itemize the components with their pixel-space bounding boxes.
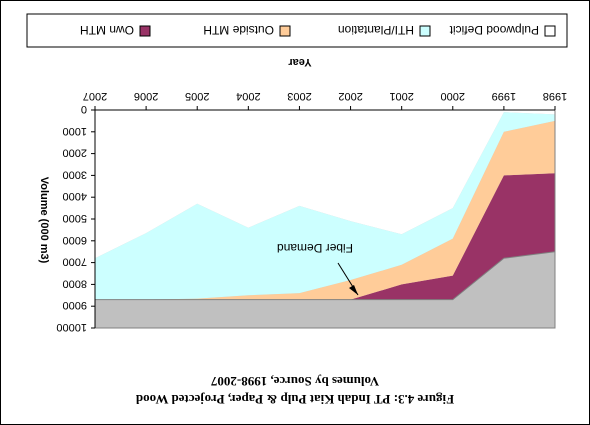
area-outside-mth: [95, 120, 555, 300]
annotation-arrowhead: [349, 285, 358, 295]
legend-label-outside-mth: Outside MTH: [203, 23, 274, 37]
x-tick-label: 2002: [338, 90, 362, 102]
area-hti-plantation: [95, 112, 555, 300]
legend-label-own-mth: Own MTH: [80, 23, 134, 37]
caption-line2: Volumes by Source, 1998-2007: [210, 374, 379, 389]
area-pulpwood-deficit: [95, 110, 555, 259]
x-axis-title: Year: [288, 56, 312, 68]
annotation-label: Fiber Demand: [277, 241, 353, 255]
x-tick-label: 1999: [492, 90, 516, 102]
x-tick-label: 2004: [236, 90, 260, 102]
x-tick-label: 2003: [287, 90, 311, 102]
legend-box: [26, 13, 568, 48]
y-axis-title: Volume (000 m3): [38, 177, 50, 264]
y-tick-label: 9000: [63, 299, 87, 311]
legend-swatch-outside-mth: [279, 25, 291, 37]
x-tick-label: 2006: [134, 90, 158, 102]
y-tick-label: 7000: [63, 256, 87, 268]
y-tick-label: 3000: [63, 168, 87, 180]
y-tick-label: 0: [81, 103, 87, 115]
legend-swatch-hti-plantation: [419, 25, 431, 37]
legend-swatch-own-mth: [139, 25, 151, 37]
x-tick-label: 2005: [185, 90, 209, 102]
y-tick-label: 2000: [63, 147, 87, 159]
caption-line1: Figure 4.3: PT Indah Kiat Pulp & Paper, …: [135, 392, 454, 407]
y-tick-label: 1000: [63, 125, 87, 137]
x-tick-label: 2007: [83, 90, 107, 102]
y-tick-label: 6000: [63, 234, 87, 246]
fiber-demand-line: [95, 251, 556, 301]
area-own-mth: [95, 173, 555, 300]
legend-label-hti-plantation: HTI/Plantation: [338, 23, 414, 37]
x-tick-label: 2000: [441, 90, 465, 102]
y-tick-label: 5000: [63, 212, 87, 224]
legend-label-pulpwood-deficit: Pulpwood Deficit: [449, 23, 539, 37]
legend-swatch-pulpwood-deficit: [544, 25, 556, 37]
x-tick-label: 2001: [389, 90, 413, 102]
fiber-demand-annotation: Fiber Demand: [277, 241, 359, 296]
legend: Own MTH Outside MTH HTI/Plantation Pulpwood…: [26, 13, 568, 48]
y-tick-label: 10000: [56, 321, 87, 333]
plot-area: 0 1000 2000 3000 4000 5000 6000 7000 8000 9000 100…: [56, 90, 567, 333]
rotated-figure: Figure 4.3: PT Indah Kiat Pulp & Paper, …: [26, 13, 568, 407]
x-tick-label: 1998: [543, 90, 567, 102]
y-tick-label: 8000: [63, 277, 87, 289]
y-tick-label: 4000: [63, 190, 87, 202]
